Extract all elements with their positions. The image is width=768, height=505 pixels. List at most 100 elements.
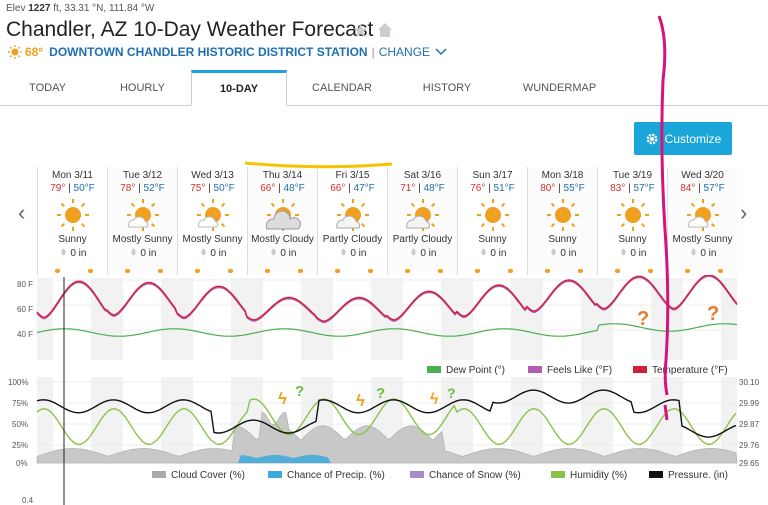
- day-condition: Sunny: [58, 234, 87, 245]
- chevron-down-icon[interactable]: [434, 47, 448, 57]
- day-condition: Sunny: [548, 234, 577, 245]
- night-band: [651, 278, 667, 360]
- day-column[interactable]: Mon 3/18 80° | 55°F Sunny 0 in: [527, 167, 597, 275]
- day-precip-value: 0 in: [210, 248, 227, 259]
- station-bar: 68° DOWNTOWN CHANDLER HISTORIC DISTRICT …: [8, 45, 448, 59]
- night-band: [177, 377, 193, 463]
- legend-dew-point: Dew Point (°): [446, 365, 505, 376]
- separator: |: [371, 45, 375, 59]
- day-high: 71°: [400, 183, 416, 194]
- day-column[interactable]: Wed 3/13 75° | 50°F Mostly Sunny 0 in: [177, 167, 247, 275]
- day-name: Wed 3/13: [191, 170, 234, 181]
- partly-cloudy-icon: [335, 199, 369, 231]
- day-precip-value: 0 in: [490, 248, 507, 259]
- sunny-icon: [56, 199, 89, 231]
- prev-arrow-icon[interactable]: ‹: [18, 200, 26, 225]
- day-column[interactable]: Fri 3/15 66° | 47°F Partly Cloudy 0 in: [317, 167, 387, 275]
- tab-calendar[interactable]: CALENDAR: [312, 82, 372, 94]
- night-band: [667, 377, 683, 463]
- day-column[interactable]: Wed 3/20 84° | 57°F Mostly Sunny 0 in: [667, 167, 737, 275]
- day-sun-tick: [475, 269, 480, 273]
- mostly-sunny-icon: [126, 199, 159, 231]
- home-icon[interactable]: [376, 21, 394, 39]
- day-column[interactable]: Sat 3/16 71° | 48°F Partly Cloudy 0 in: [387, 167, 457, 275]
- svg-text:?: ?: [295, 383, 304, 400]
- night-band: [511, 377, 527, 463]
- customize-label: Customize: [664, 131, 722, 146]
- day-sun-tick: [158, 269, 163, 273]
- day-high: 78°: [120, 183, 136, 194]
- day-high: 80°: [540, 183, 556, 194]
- night-band: [457, 278, 473, 360]
- night-band: [721, 278, 737, 360]
- day-high: 75°: [190, 183, 206, 194]
- day-precip: 0 in: [318, 247, 387, 259]
- day-forecast-strip: Mon 3/11 79° | 50°F Sunny 0 in Tue 3/12 78° …: [37, 167, 737, 275]
- tab-today[interactable]: TODAY: [29, 82, 66, 94]
- svg-text:?: ?: [376, 385, 385, 402]
- tab-history[interactable]: HISTORY: [422, 82, 472, 94]
- y-right-29-76: 29.76: [739, 441, 760, 450]
- favorite-star-icon[interactable]: ★: [352, 21, 370, 42]
- day-condition: Sunny: [618, 234, 647, 245]
- night-band: [527, 278, 543, 360]
- tab-hourly[interactable]: HOURLY: [119, 82, 166, 94]
- y-left-25: 25%: [12, 441, 28, 450]
- y-left-75: 75%: [12, 399, 28, 408]
- sun-small-icon: [8, 45, 22, 59]
- day-sun-tick: [368, 269, 373, 273]
- night-band: [597, 377, 613, 463]
- day-condition: Partly Cloudy: [392, 234, 453, 245]
- legend-swatch-cloud: [152, 471, 166, 478]
- bottom-tick: 0.4: [22, 496, 34, 505]
- day-precip-value: 0 in: [560, 248, 577, 259]
- humidity-line: [36, 398, 737, 446]
- day-temps: 80° | 55°F: [540, 183, 585, 194]
- day-sun-tick: [578, 269, 583, 273]
- y-right-29-87: 29.87: [739, 420, 760, 429]
- day-low: 57°F: [633, 183, 655, 194]
- day-name: Mon 3/18: [541, 170, 584, 181]
- day-precip-value: 0 in: [420, 248, 437, 259]
- customize-button[interactable]: Customize: [634, 122, 732, 155]
- day-column[interactable]: Thu 3/14 66° | 48°F Mostly Cloudy 0 in: [247, 167, 317, 275]
- day-precip: 0 in: [388, 247, 457, 259]
- day-sun-tick: [438, 269, 443, 273]
- legend-swatch-temp: [633, 366, 647, 373]
- night-band: [91, 278, 107, 360]
- day-name: Fri 3/15: [335, 170, 370, 181]
- mostly-cloudy-icon: [265, 199, 301, 231]
- day-condition: Partly Cloudy: [322, 234, 383, 245]
- day-column[interactable]: Tue 3/12 78° | 52°F Mostly Sunny 0 in: [107, 167, 177, 275]
- day-temps: 76° | 51°F: [470, 183, 515, 194]
- y-left-50: 50%: [12, 420, 28, 429]
- tab-wundermap[interactable]: WUNDERMAP: [522, 82, 597, 94]
- day-low: 50°F: [213, 183, 235, 194]
- day-sun-tick: [335, 269, 340, 273]
- day-column[interactable]: Mon 3/11 79° | 50°F Sunny 0 in: [37, 167, 107, 275]
- dew-point-line: [36, 323, 738, 337]
- day-condition: Mostly Sunny: [672, 234, 733, 245]
- day-temps: 71° | 48°F: [400, 183, 445, 194]
- station-name-link[interactable]: DOWNTOWN CHANDLER HISTORIC DISTRICT STAT…: [49, 45, 368, 59]
- night-band: [721, 377, 737, 463]
- day-temps: 84° | 57°F: [680, 183, 725, 194]
- tab-10-day[interactable]: 10-DAY: [191, 70, 287, 106]
- sunny-icon: [546, 199, 579, 231]
- raindrop-icon: [480, 248, 486, 256]
- day-name: Tue 3/19: [612, 170, 653, 181]
- day-name: Sat 3/16: [403, 170, 442, 181]
- day-column[interactable]: Sun 3/17 76° | 51°F Sunny 0 in: [457, 167, 527, 275]
- day-sun-tick: [685, 269, 690, 273]
- day-low: 47°F: [353, 183, 375, 194]
- sunny-icon: [476, 199, 509, 231]
- raindrop-icon: [130, 248, 136, 256]
- change-station-link[interactable]: CHANGE: [378, 45, 431, 59]
- day-column[interactable]: Tue 3/19 83° | 57°F Sunny 0 in: [597, 167, 667, 275]
- legend-swatch-pressure: [649, 471, 663, 478]
- day-high: 66°: [260, 183, 276, 194]
- y-tick-40: 40 F: [17, 330, 33, 339]
- next-arrow-icon[interactable]: ›: [740, 200, 748, 225]
- day-precip: 0 in: [668, 247, 737, 259]
- night-band: [91, 377, 107, 463]
